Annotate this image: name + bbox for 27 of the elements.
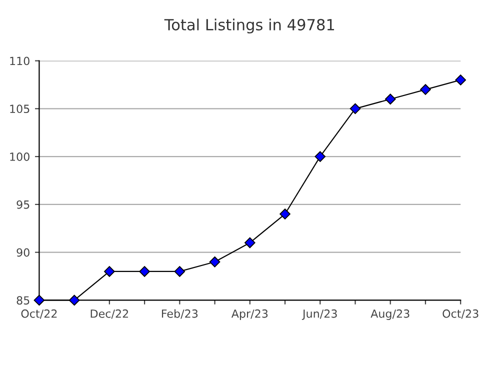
point [350,103,361,114]
x-tick-label: Oct/23 [442,309,478,319]
y-tick-label: 105 [10,104,30,114]
y-tick-label: 100 [10,152,30,161]
x-tick-label: Apr/23 [231,309,268,320]
point [68,294,80,306]
point [384,94,396,104]
y-tick-label: 95 [16,200,30,209]
x-tick-label: Oct/22 [21,309,57,319]
y-tick-label: 90 [16,248,30,257]
point [420,84,431,95]
point [104,266,115,277]
point [455,74,466,86]
x-tick-label: Jun/23 [302,309,337,320]
y-tick-label: 110 [10,56,30,66]
x-tick-label: Feb/23 [162,309,198,319]
y-tick-label: 85 [16,296,30,305]
point [280,208,290,220]
point [244,237,256,248]
point [314,151,326,162]
point [34,294,45,306]
point [139,266,150,277]
x-tick-label: Dec/22 [90,309,128,319]
point [174,266,186,277]
x-tick-label: Aug/23 [370,309,410,320]
point [209,256,220,268]
chart-title: Total Listings in 49781 [164,18,334,34]
